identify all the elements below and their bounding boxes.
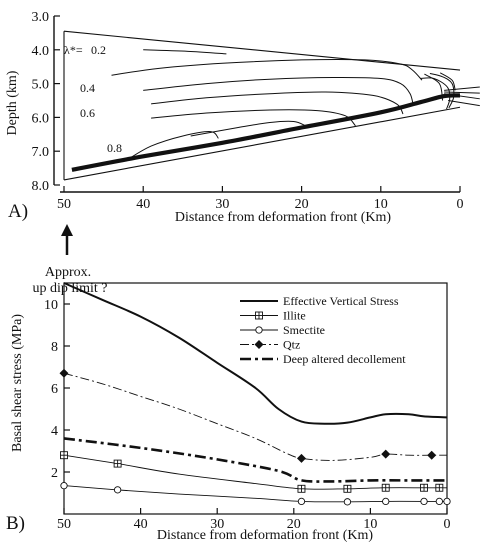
legend-label: Smectite xyxy=(283,323,325,337)
marker-illite xyxy=(343,484,352,493)
up-dip-arrow-icon xyxy=(61,224,73,255)
panel-b-x-tick-label: 0 xyxy=(444,517,451,532)
panel-a-x-tick-label: 20 xyxy=(295,197,309,212)
decollement-line xyxy=(71,93,461,172)
panel-a-x-tick-label: 0 xyxy=(457,197,464,212)
marker-illite xyxy=(60,451,68,460)
legend-label: Deep altered decollement xyxy=(283,352,406,366)
deformation-front-line xyxy=(444,91,480,94)
series-line-deep-altered-decollement xyxy=(63,437,447,483)
marker-smectite xyxy=(420,497,428,506)
lambda-contour-0.7 xyxy=(190,120,306,137)
lambda-contour-0.4 xyxy=(143,76,414,106)
series-line-qtz xyxy=(63,372,447,461)
contour-label-0.4: 0.4 xyxy=(80,81,95,95)
marker-smectite xyxy=(255,326,263,334)
up-dip-annotation-line-1: Approx. xyxy=(45,265,91,280)
marker-qtz xyxy=(59,368,69,378)
contour-label-0.6: 0.6 xyxy=(80,106,95,120)
marker-smectite xyxy=(343,498,352,506)
panel-a-x-tick-label: 30 xyxy=(215,197,229,212)
panel-a-depth-section: 3.0 4.0 5.0 6.0 7.0 8.0 50 40 30 20 10 0 Depth (km… xyxy=(5,10,480,296)
panel-a-y-tick-label: 8.0 xyxy=(32,179,50,194)
marker-qtz xyxy=(296,453,306,463)
panel-b-y-tick-label: 2 xyxy=(51,466,58,481)
panel-a-y-tick-label: 5.0 xyxy=(32,78,50,93)
marker-illite xyxy=(381,483,390,492)
lambda-contour-0.6 xyxy=(151,109,356,127)
lambda-label-prefix: λ*= xyxy=(64,43,83,57)
panel-b-x-tick-label: 30 xyxy=(210,517,224,532)
panel-b-y-tick-label: 6 xyxy=(51,382,58,397)
panel-b-y-tick-label: 4 xyxy=(51,424,58,439)
lambda-contour-0.3 xyxy=(111,58,423,81)
deformation-front-contour xyxy=(439,72,456,91)
panel-a-y-tick-label: 4.0 xyxy=(32,44,50,59)
marker-smectite xyxy=(113,486,122,494)
wedge-bottom-surface xyxy=(63,106,461,181)
panel-b-x-tick-label: 50 xyxy=(57,517,71,532)
deformation-front-line xyxy=(444,86,480,91)
contour-label-0.2: 0.2 xyxy=(91,43,106,57)
panel-b-label: B) xyxy=(6,513,25,534)
panel-b-x-tick-label: 10 xyxy=(363,517,377,532)
deformation-front-contour xyxy=(420,77,451,110)
panel-b-x-tick-label: 40 xyxy=(134,517,148,532)
marker-qtz xyxy=(427,450,437,460)
marker-smectite xyxy=(60,481,68,490)
marker-qtz xyxy=(381,449,391,459)
legend-label: Effective Vertical Stress xyxy=(283,294,399,308)
series-line-smectite xyxy=(63,485,447,503)
marker-illite xyxy=(435,483,444,492)
legend-label: Qtz xyxy=(283,338,300,352)
marker-smectite xyxy=(382,497,390,506)
panel-b-y-tick-label: 8 xyxy=(51,340,58,355)
lambda-contour-0.2 xyxy=(143,49,227,55)
panel-a-x-tick-label: 50 xyxy=(57,197,71,212)
panel-b-y-axis-label: Basal shear stress (MPa) xyxy=(10,314,25,452)
marker-smectite xyxy=(297,497,306,506)
panel-a-y-axis-label: Depth (km) xyxy=(5,70,20,135)
panel-a-y-tick-label: 7.0 xyxy=(32,145,50,160)
panel-b-x-tick-label: 20 xyxy=(287,517,301,532)
marker-illite xyxy=(420,483,428,492)
panel-b-shear-stress: 2 4 6 8 10 50 40 30 20 10 0 Basal shear stress (M… xyxy=(6,282,451,543)
panel-b-plot-frame xyxy=(63,282,448,515)
legend: Effective Vertical StressIlliteSmectiteQ… xyxy=(240,294,406,366)
panel-b-y-tick-label: 10 xyxy=(44,298,58,313)
marker-smectite xyxy=(443,497,451,506)
wedge-top-surface xyxy=(63,30,461,71)
lambda-contour-0.5 xyxy=(151,91,404,115)
legend-label: Illite xyxy=(283,309,306,323)
marker-smectite xyxy=(435,497,443,506)
panel-a-x-tick-label: 40 xyxy=(136,197,150,212)
lambda-contour-0.8 xyxy=(127,131,219,161)
panel-a-label: A) xyxy=(8,201,28,222)
marker-qtz xyxy=(254,340,264,349)
panel-a-y-tick-label: 3.0 xyxy=(32,10,50,25)
panel-a-y-tick-label: 6.0 xyxy=(32,111,50,126)
series-line-illite xyxy=(63,454,447,490)
contour-label-0.8: 0.8 xyxy=(107,141,122,155)
panel-b-x-axis-label: Distance from deformation front (Km) xyxy=(157,528,373,543)
marker-illite xyxy=(297,484,306,493)
panel-a-x-axis-label: Distance from deformation front (Km) xyxy=(175,210,391,225)
deformation-front-line xyxy=(448,100,480,107)
up-dip-annotation-line-2: up dip limit ? xyxy=(32,281,107,296)
series-line-effective-vertical-stress xyxy=(63,282,448,425)
marker-illite xyxy=(113,459,122,468)
marker-illite xyxy=(255,311,263,320)
panel-a-x-tick-label: 10 xyxy=(374,197,388,212)
